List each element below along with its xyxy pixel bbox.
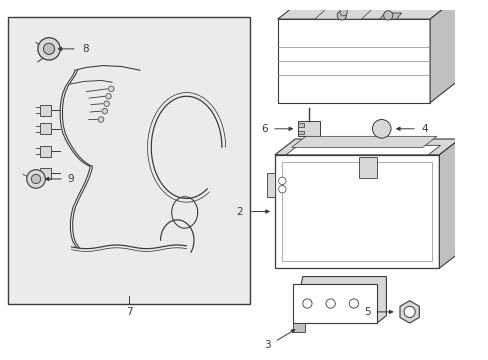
Circle shape [339,8,346,16]
Circle shape [383,11,392,20]
Circle shape [27,170,45,188]
Polygon shape [293,276,386,323]
Bar [8,17,249,303]
Bar [40,168,51,179]
Polygon shape [267,174,274,197]
Circle shape [278,177,285,185]
Polygon shape [293,323,304,332]
Circle shape [38,38,60,60]
Text: 6: 6 [260,124,267,134]
Circle shape [31,174,41,184]
Text: 3: 3 [264,340,271,350]
Circle shape [348,299,358,308]
Bar [40,123,51,134]
Circle shape [98,117,103,122]
Polygon shape [358,157,376,178]
Polygon shape [291,136,436,147]
Polygon shape [277,0,455,19]
Text: 7: 7 [125,307,132,317]
Circle shape [325,299,335,308]
Polygon shape [274,139,459,155]
Polygon shape [293,284,376,323]
Polygon shape [298,121,320,136]
Polygon shape [399,301,418,323]
Polygon shape [333,13,354,19]
Circle shape [336,11,346,20]
Text: 5: 5 [363,307,370,317]
Polygon shape [439,139,459,268]
Polygon shape [429,0,455,103]
Text: 4: 4 [421,124,427,134]
Bar [40,145,51,157]
Polygon shape [298,131,303,134]
Polygon shape [277,19,429,103]
Circle shape [102,108,107,114]
Polygon shape [274,155,439,268]
Circle shape [43,43,55,54]
Circle shape [108,86,114,91]
Circle shape [103,101,109,107]
Circle shape [372,120,390,138]
Circle shape [278,185,285,193]
Circle shape [302,299,311,308]
Polygon shape [314,9,372,19]
Bar [282,162,431,261]
Text: 9: 9 [67,174,74,184]
Circle shape [403,306,414,318]
Polygon shape [298,123,303,127]
Text: 2: 2 [236,207,243,216]
Polygon shape [379,13,401,19]
Polygon shape [285,145,440,155]
Bar [40,105,51,116]
Text: 8: 8 [82,44,89,54]
Circle shape [105,94,111,99]
